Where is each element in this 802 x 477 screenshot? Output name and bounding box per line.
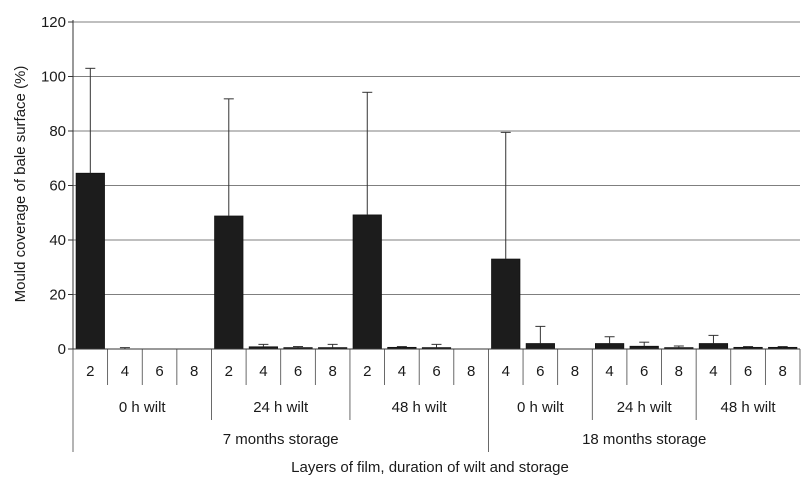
x-tick-label: 2	[363, 363, 371, 380]
axes	[68, 20, 800, 350]
x-axis-label: Layers of film, duration of wilt and sto…	[291, 459, 569, 476]
x-tick-label: 8	[675, 363, 683, 380]
error-bars	[85, 67, 788, 349]
storage-group-label: 7 months storage	[223, 431, 339, 448]
x-tick-label: 6	[536, 363, 544, 380]
x-tick-label: 4	[259, 363, 267, 380]
x-tick-label: 2	[86, 363, 94, 380]
gridlines	[73, 21, 800, 295]
bar	[491, 258, 521, 350]
x-tick-label: 8	[190, 363, 198, 380]
y-tick-label: 120	[41, 14, 66, 31]
bar	[352, 214, 382, 350]
x-tick-label: 4	[121, 363, 129, 380]
x-tick-label: 4	[398, 363, 406, 380]
storage-group-label: 18 months storage	[582, 431, 706, 448]
y-tick-label: 100	[41, 69, 66, 86]
x-tick-label: 6	[294, 363, 302, 380]
bar	[698, 343, 729, 350]
y-tick-label: 40	[49, 232, 66, 249]
bar	[75, 172, 105, 350]
x-tick-label: 4	[709, 363, 717, 380]
wilt-group-label: 0 h wilt	[119, 399, 167, 416]
x-tick-label: 8	[467, 363, 475, 380]
x-tick-label: 2	[225, 363, 233, 380]
wilt-group-label: 48 h wilt	[721, 399, 777, 416]
y-tick-label: 20	[49, 287, 66, 304]
x-tick-label: 8	[779, 363, 787, 380]
x-tick-label: 8	[571, 363, 579, 380]
y-tick-label: 0	[58, 341, 66, 358]
bar	[595, 343, 625, 350]
y-tick-label: 80	[49, 123, 66, 140]
x-tick-label: 6	[744, 363, 752, 380]
x-tick-label: 4	[605, 363, 613, 380]
wilt-group-label: 48 h wilt	[392, 399, 448, 416]
wilt-group-label: 24 h wilt	[617, 399, 673, 416]
x-tick-label: 6	[640, 363, 648, 380]
category-table: 2 4 6 8 2 4 6 8 2 4 6 8 4 6 8 4 6 8 4 6 8 0 h wilt 24 h wilt 48…	[72, 349, 801, 452]
bar	[214, 215, 244, 350]
y-tick-labels: 0 20 40 60 80 100 120	[41, 14, 66, 358]
y-axis-label: Mould coverage of bale surface (%)	[12, 66, 29, 303]
bars	[75, 172, 798, 350]
bar	[525, 343, 555, 350]
x-tick-label: 6	[432, 363, 440, 380]
x-tick-label: 6	[155, 363, 163, 380]
y-tick-label: 60	[49, 178, 66, 195]
wilt-group-label: 24 h wilt	[253, 399, 309, 416]
wilt-group-label: 0 h wilt	[517, 399, 565, 416]
x-tick-label: 8	[328, 363, 336, 380]
x-tick-label: 4	[502, 363, 510, 380]
